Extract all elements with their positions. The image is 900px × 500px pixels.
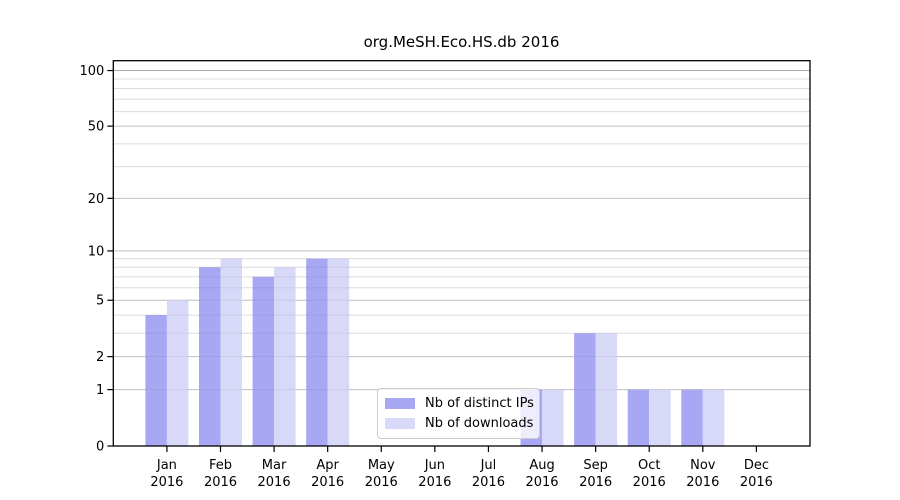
legend-label-downloads: Nb of downloads xyxy=(425,416,534,431)
x-tick-year-label: 2016 xyxy=(258,475,291,490)
legend-item-distinct-ips: Nb of distinct IPs xyxy=(385,396,539,411)
bar-downloads xyxy=(166,300,189,446)
x-tick-label: Jul xyxy=(480,458,497,473)
x-tick-label: Dec xyxy=(744,458,769,473)
bar-downloads xyxy=(649,389,671,446)
bar-distinct-ips xyxy=(627,389,650,446)
y-tick-label: 50 xyxy=(88,120,105,135)
x-tick-label: Sep xyxy=(583,458,608,473)
x-tick-year-label: 2016 xyxy=(740,475,773,490)
x-tick-label: Nov xyxy=(690,458,716,473)
bar-downloads xyxy=(274,267,296,446)
x-tick-label: Mar xyxy=(262,458,287,473)
bar-downloads xyxy=(702,389,725,446)
x-tick-label: Aug xyxy=(529,458,554,473)
x-tick-label: Apr xyxy=(316,458,339,473)
x-tick-label: Feb xyxy=(209,458,232,473)
bar-downloads xyxy=(595,333,618,446)
legend-swatch-distinct-ips xyxy=(385,398,415,409)
x-tick-label: Jan xyxy=(156,458,177,473)
x-tick-label: May xyxy=(368,458,395,473)
axis-spine xyxy=(112,60,811,447)
bar-distinct-ips xyxy=(681,389,703,446)
bar-downloads xyxy=(327,258,350,446)
y-tick-label: 20 xyxy=(88,192,105,207)
x-tick-label: Jun xyxy=(424,458,445,473)
x-tick-year-label: 2016 xyxy=(525,475,558,490)
bar-distinct-ips xyxy=(198,267,221,446)
x-tick-year-label: 2016 xyxy=(150,475,183,490)
bar-downloads xyxy=(542,389,564,446)
x-tick-year-label: 2016 xyxy=(204,475,237,490)
y-tick-label: 0 xyxy=(96,440,104,455)
x-tick-year-label: 2016 xyxy=(365,475,398,490)
x-tick-year-label: 2016 xyxy=(686,475,719,490)
legend-item-downloads: Nb of downloads xyxy=(385,416,539,431)
y-tick-label: 1 xyxy=(96,383,104,398)
bar-downloads xyxy=(220,258,242,446)
y-tick-label: 10 xyxy=(88,244,105,259)
legend-label-distinct-ips: Nb of distinct IPs xyxy=(425,396,534,411)
legend: Nb of distinct IPs Nb of downloads xyxy=(377,388,540,439)
bar-distinct-ips xyxy=(252,276,275,446)
y-tick-label: 5 xyxy=(96,294,104,309)
x-tick-year-label: 2016 xyxy=(633,475,666,490)
chart-title: org.MeSH.Eco.HS.db 2016 xyxy=(363,33,560,51)
bar-distinct-ips xyxy=(306,258,328,446)
y-tick-label: 2 xyxy=(96,350,104,365)
bar-distinct-ips xyxy=(145,315,167,446)
x-tick-year-label: 2016 xyxy=(418,475,451,490)
x-tick-year-label: 2016 xyxy=(579,475,612,490)
legend-swatch-downloads xyxy=(385,418,415,429)
y-tick-label: 100 xyxy=(79,64,104,79)
x-tick-year-label: 2016 xyxy=(472,475,505,490)
x-tick-label: Oct xyxy=(638,458,660,473)
x-tick-year-label: 2016 xyxy=(311,475,344,490)
bar-distinct-ips xyxy=(574,333,596,446)
